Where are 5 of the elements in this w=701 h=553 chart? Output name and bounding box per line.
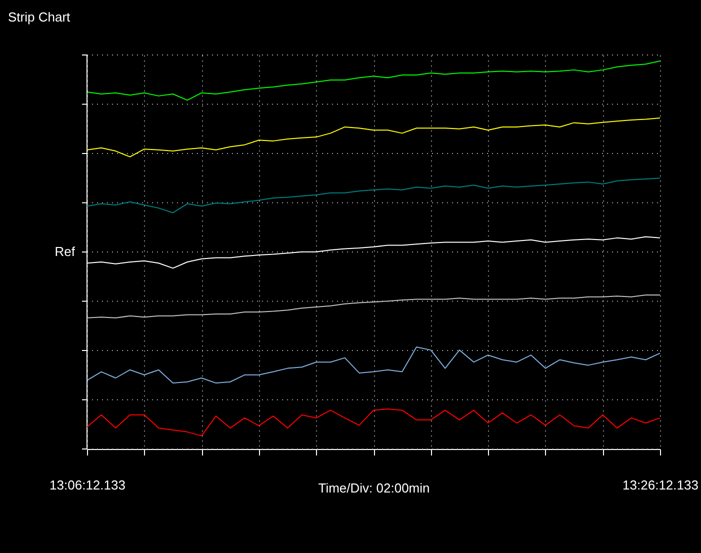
chart-title: Strip Chart — [8, 10, 71, 24]
text: Ref — [54, 244, 76, 259]
x-axis-title: Time/Div: 02:00min — [318, 480, 430, 496]
x-tick-label: 13:06:12.133 — [50, 478, 126, 492]
x-tick-label: 13:26:12.133 — [622, 478, 698, 492]
